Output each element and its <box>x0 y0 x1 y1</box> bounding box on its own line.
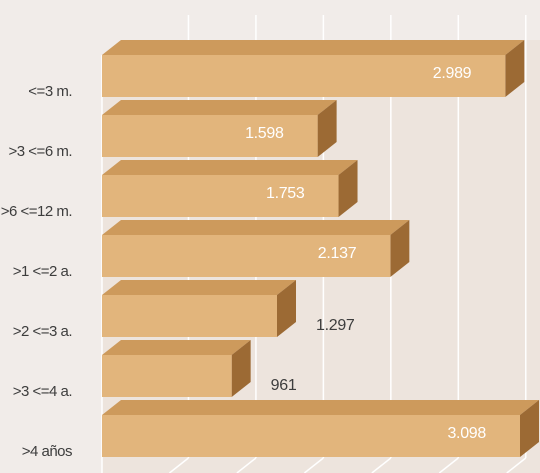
category-label: >3 <=4 a. <box>13 383 72 400</box>
grid-line <box>438 457 459 473</box>
value-label: 961 <box>271 377 297 394</box>
category-label: >6 <=12 m. <box>1 203 72 220</box>
grid-line <box>506 457 527 473</box>
value-label: 1.753 <box>266 185 305 202</box>
bar-top <box>102 100 337 115</box>
value-label: 2.989 <box>433 65 472 82</box>
grid-line <box>236 457 257 473</box>
bar-side <box>505 40 525 97</box>
grid-line <box>168 457 189 473</box>
bar <box>102 55 506 97</box>
category-label: >3 <=6 m. <box>9 143 72 160</box>
bar-side <box>317 100 337 157</box>
bar-top <box>102 40 525 55</box>
bar <box>102 175 339 217</box>
grid-line <box>371 457 392 473</box>
bar <box>102 295 277 337</box>
bars <box>102 40 539 457</box>
bar-side <box>276 280 296 337</box>
category-labels: <=3 m. >3 <=6 m. >6 <=12 m. >1 <=2 a. >2 <=3… <box>1 83 73 460</box>
bar-top <box>102 160 358 175</box>
bar <box>102 415 520 457</box>
value-label: 1.598 <box>245 125 284 142</box>
value-label: 2.137 <box>318 245 357 262</box>
bar <box>102 235 391 277</box>
bar-top <box>102 220 410 235</box>
bar-top <box>102 400 539 415</box>
category-label: >1 <=2 a. <box>13 263 72 280</box>
grid-line <box>303 457 324 473</box>
bar <box>102 115 318 157</box>
bar-top <box>102 280 296 295</box>
bar-side <box>338 160 358 217</box>
bar-top <box>102 340 251 355</box>
bar-side <box>231 340 251 397</box>
bar <box>102 355 232 397</box>
value-label: 3.098 <box>447 425 486 442</box>
category-label: >2 <=3 a. <box>13 323 72 340</box>
value-label: 1.297 <box>316 317 355 334</box>
category-label: >4 años <box>22 443 72 460</box>
bar-side <box>390 220 410 277</box>
bar-side <box>520 400 539 457</box>
value-labels: 2.989 1.598 1.753 2.137 1.297 961 3.098 <box>245 65 487 442</box>
category-label: <=3 m. <box>28 83 72 100</box>
